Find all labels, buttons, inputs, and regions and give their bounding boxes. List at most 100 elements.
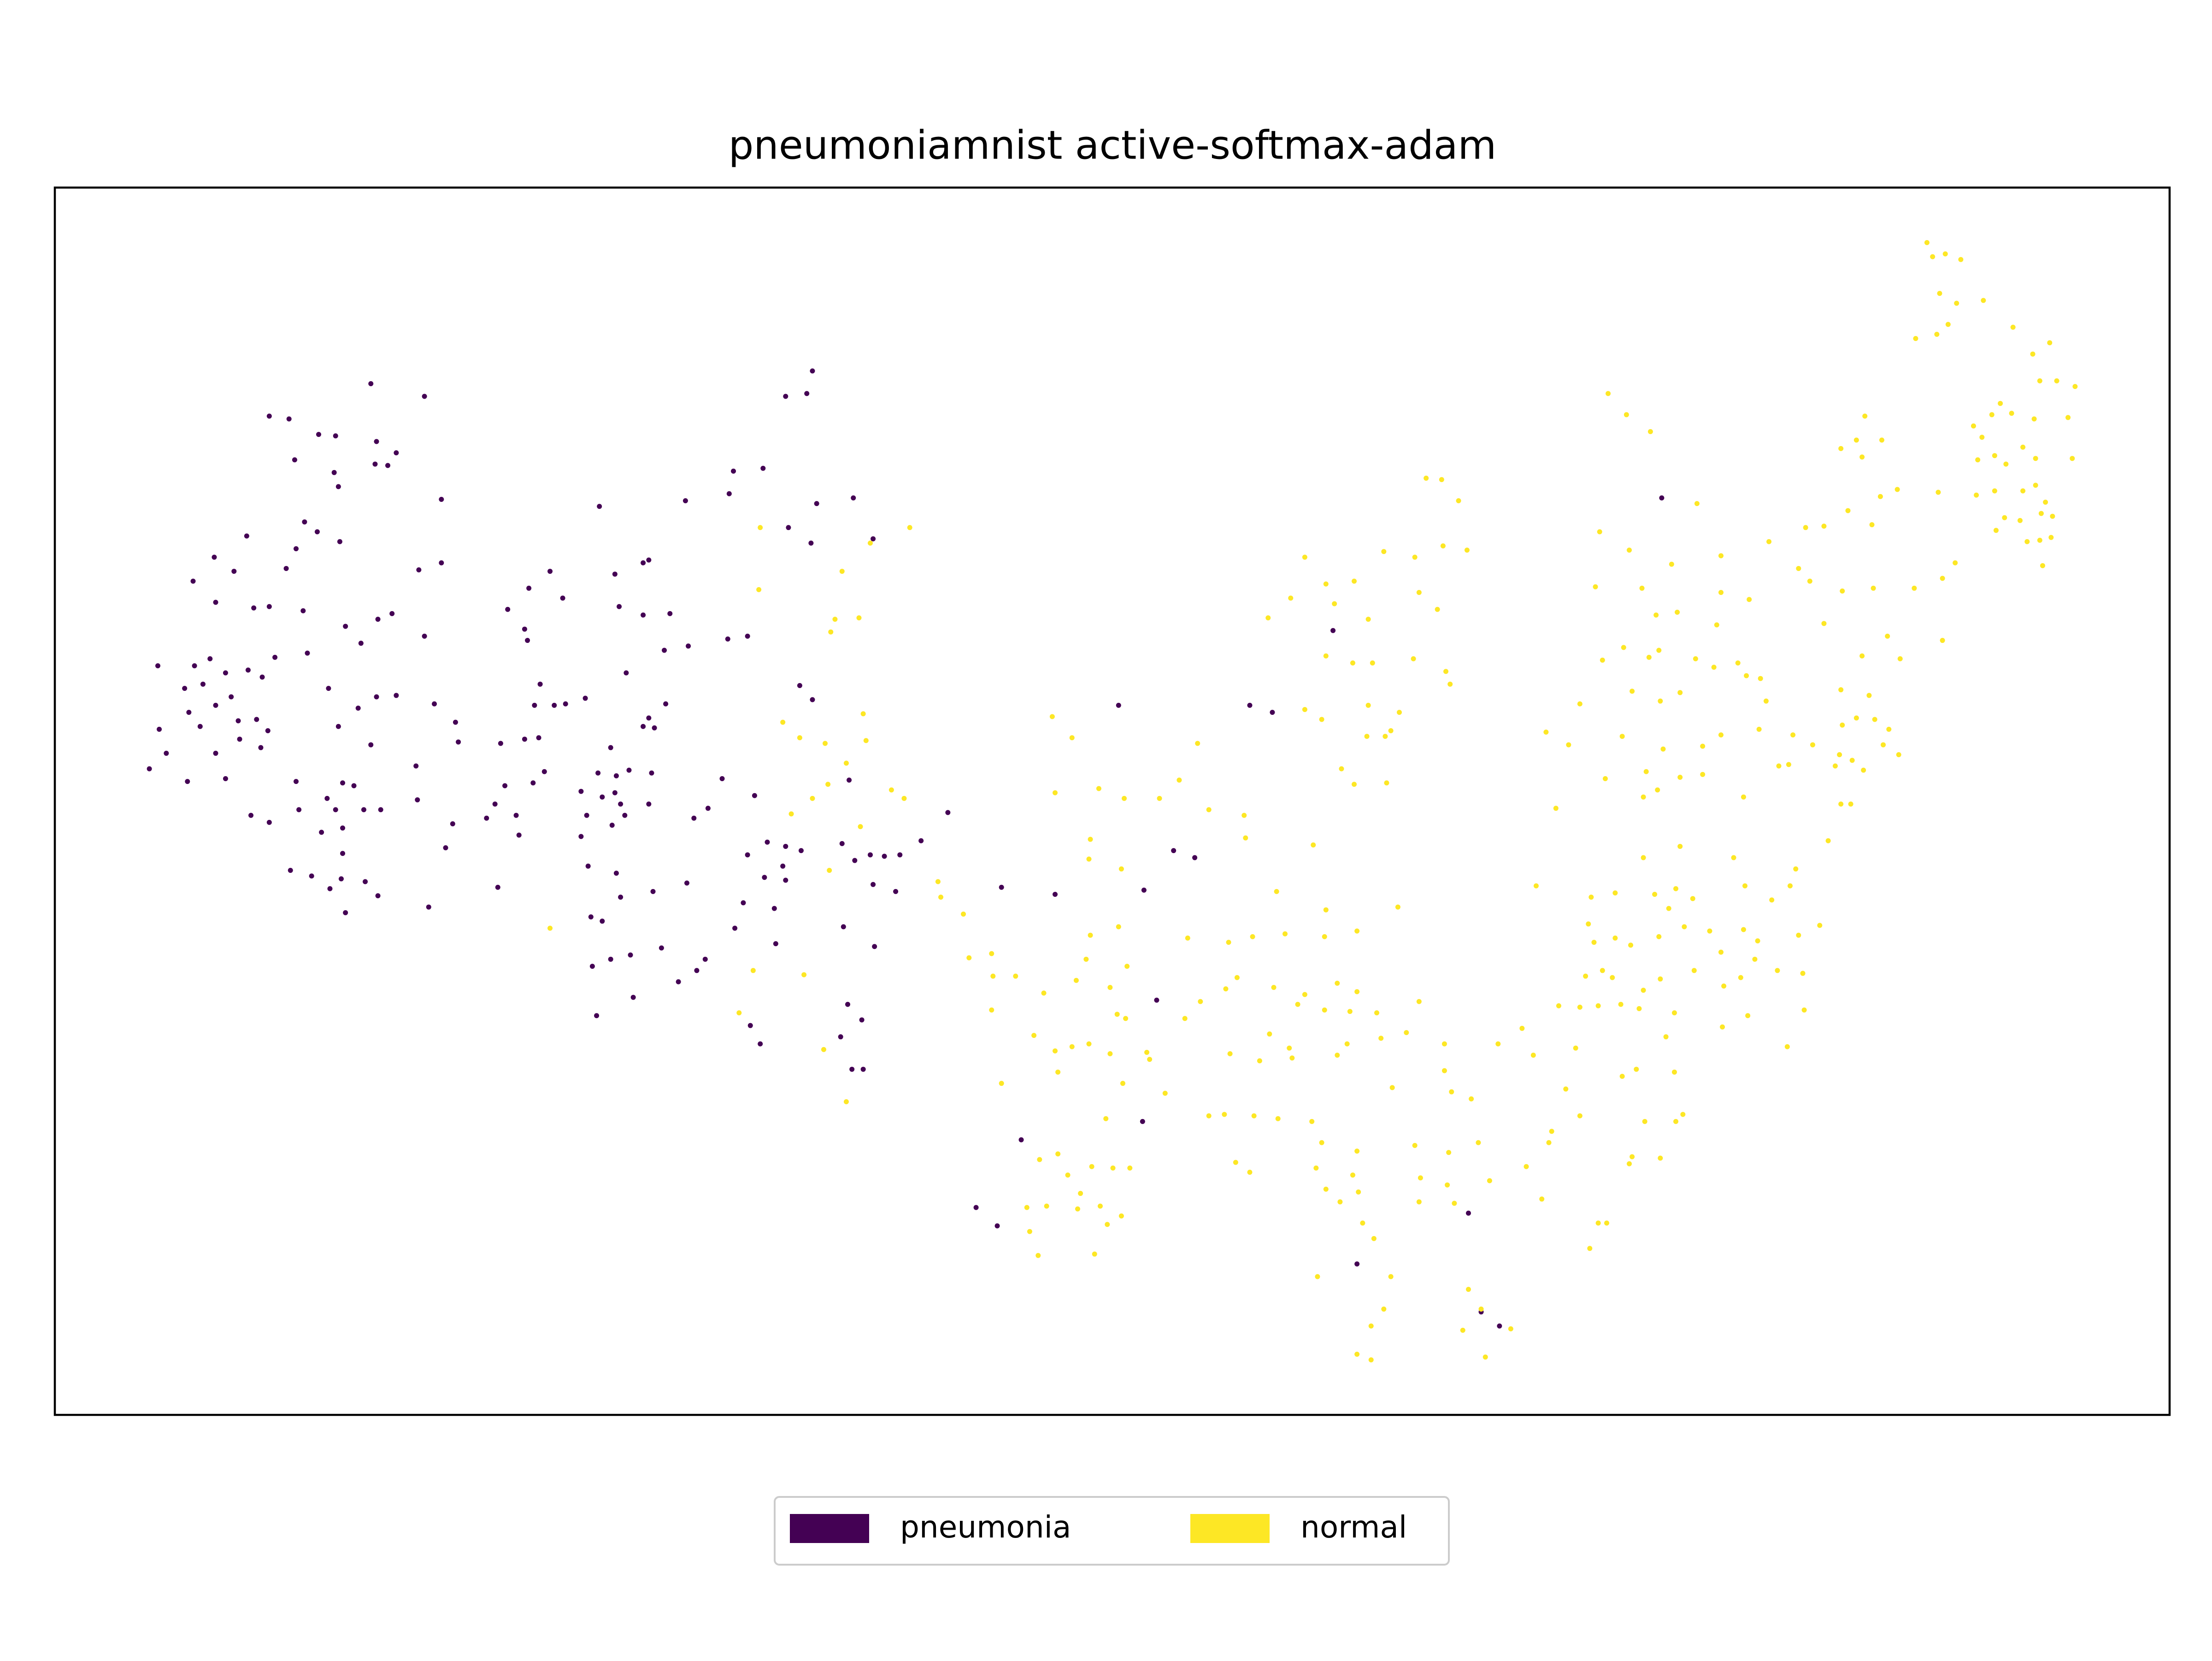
scatter-point: [231, 569, 237, 574]
scatter-point: [1937, 291, 1942, 296]
scatter-point: [1053, 790, 1058, 795]
scatter-point: [867, 540, 873, 546]
scatter-point: [741, 900, 746, 906]
scatter-point: [1274, 889, 1279, 894]
scatter-point: [1107, 1051, 1113, 1056]
scatter-point: [374, 694, 379, 700]
scatter-point: [288, 867, 293, 873]
scatter-point: [1267, 1031, 1272, 1037]
scatter-point: [1879, 437, 1884, 443]
scatter-point: [248, 813, 254, 818]
scatter-point: [897, 852, 903, 858]
scatter-point: [663, 701, 669, 707]
scatter-point: [1302, 707, 1307, 713]
scatter-point: [1877, 494, 1883, 499]
scatter-point: [1934, 331, 1940, 337]
scatter-point: [1289, 1055, 1295, 1061]
scatter-point: [1185, 935, 1190, 941]
scatter-point: [266, 819, 272, 825]
scatter-point: [1807, 578, 1812, 584]
scatter-point: [1464, 548, 1470, 553]
scatter-point: [1295, 1001, 1300, 1007]
scatter-point: [1539, 1196, 1545, 1202]
scatter-point: [1546, 1140, 1552, 1145]
scatter-point: [541, 769, 547, 774]
scatter-point: [426, 904, 431, 910]
scatter-point: [1721, 983, 1727, 989]
scatter-point: [450, 821, 455, 826]
scatter-point: [773, 941, 778, 947]
scatter-point: [628, 952, 633, 958]
scatter-point: [1382, 734, 1388, 739]
scatter-point: [843, 1099, 849, 1104]
scatter-point: [608, 745, 613, 750]
legend-label: pneumonia: [900, 1509, 1071, 1545]
scatter-point: [358, 641, 364, 646]
scatter-point: [810, 368, 815, 374]
scatter-point: [326, 686, 331, 691]
scatter-point: [363, 879, 368, 884]
scatter-point: [1257, 1058, 1262, 1064]
scatter-point: [1832, 763, 1838, 769]
scatter-point: [213, 702, 218, 708]
scatter-point: [502, 783, 508, 789]
scatter-point: [1088, 932, 1093, 938]
scatter-point: [989, 951, 994, 956]
scatter-point: [1881, 742, 1886, 748]
scatter-point: [1416, 999, 1422, 1004]
scatter-point: [1378, 1036, 1384, 1041]
scatter-point: [1606, 391, 1611, 396]
scatter-point: [1776, 763, 1782, 769]
scatter-point: [1763, 698, 1769, 704]
scatter-point: [1817, 923, 1823, 928]
scatter-point: [731, 468, 736, 474]
scatter-point: [292, 457, 297, 463]
scatter-point: [1758, 676, 1763, 681]
scatter-point: [808, 540, 814, 546]
scatter-point: [1352, 782, 1357, 787]
scatter-point: [756, 587, 762, 592]
scatter-point: [705, 806, 711, 811]
scatter-point: [1086, 856, 1092, 862]
scatter-point: [1912, 585, 1917, 591]
scatter-point: [691, 815, 697, 821]
scatter-point: [1566, 742, 1571, 748]
scatter-point: [1177, 777, 1182, 783]
scatter-point: [2010, 324, 2016, 330]
scatter-point: [164, 750, 169, 756]
scatter-point: [847, 777, 852, 783]
scatter-point: [1800, 971, 1806, 976]
scatter-point: [1993, 528, 1999, 533]
scatter-point: [999, 884, 1004, 890]
scatter-point: [1643, 769, 1649, 774]
scatter-point: [2037, 537, 2042, 543]
scatter-point: [484, 815, 489, 821]
scatter-point: [1371, 1236, 1377, 1241]
scatter-point: [1641, 794, 1646, 800]
scatter-point: [1439, 477, 1444, 483]
scatter-point: [1869, 522, 1875, 528]
scatter-point: [1411, 656, 1416, 661]
scatter-point: [1742, 883, 1748, 889]
scatter-point: [798, 848, 804, 854]
scatter-point: [338, 876, 344, 882]
scatter-point: [361, 807, 366, 813]
scatter-point: [1718, 949, 1724, 955]
scatter-point: [1302, 992, 1307, 997]
scatter-point: [1053, 892, 1058, 897]
scatter-point: [1352, 578, 1357, 584]
scatter-point: [1974, 492, 1979, 498]
scatter-point: [1866, 693, 1872, 698]
scatter-point: [1563, 1086, 1569, 1092]
scatter-point: [439, 560, 444, 565]
scatter-point: [1593, 584, 1598, 589]
scatter-point: [368, 742, 374, 748]
scatter-point: [1975, 457, 1981, 463]
scatter-point: [547, 925, 553, 931]
scatter-point: [810, 795, 815, 801]
scatter-point: [594, 1013, 600, 1019]
scatter-point: [609, 823, 615, 828]
scatter-point: [1302, 554, 1307, 560]
scatter-point: [1658, 1155, 1663, 1161]
